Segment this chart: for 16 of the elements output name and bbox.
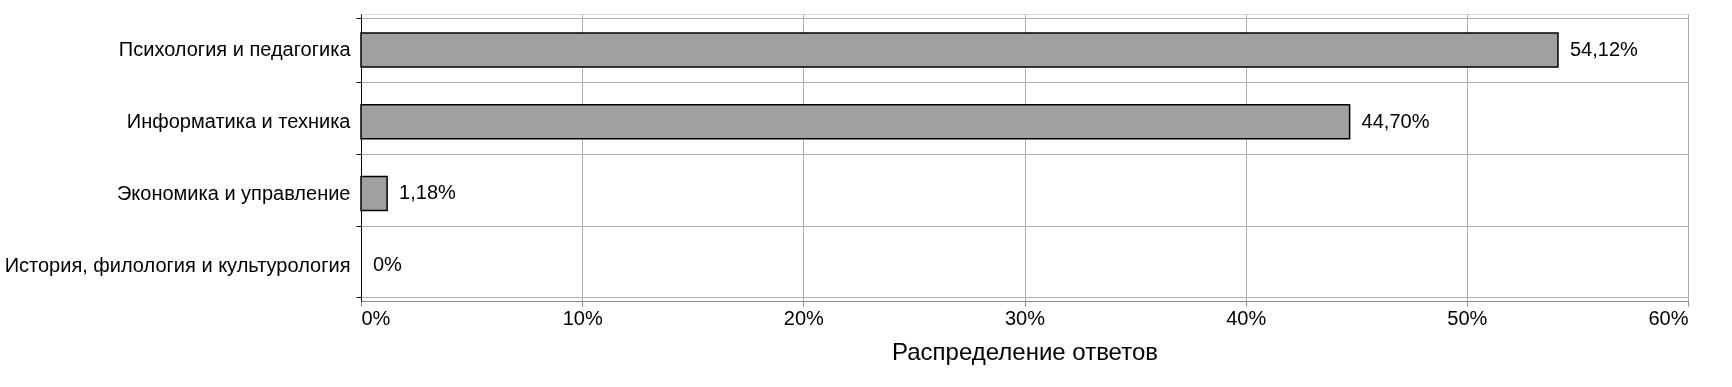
y-tick-label: Информатика и техника xyxy=(126,110,352,133)
y-tick-label: Экономика и управление xyxy=(116,181,351,204)
x-tick-label: 0% xyxy=(361,306,391,329)
x-tick-label: 20% xyxy=(783,306,825,329)
x-tick-label: 30% xyxy=(1004,306,1046,329)
x-tick-label: 50% xyxy=(1447,306,1488,329)
data-label: 54,12% xyxy=(1569,37,1638,60)
x-tick-label: 10% xyxy=(562,306,603,329)
data-label: 1,18% xyxy=(399,181,457,204)
y-tick-label: История, филология и культурология xyxy=(4,253,351,276)
data-label: 0% xyxy=(373,253,403,276)
data-label: 44,70% xyxy=(1361,109,1430,132)
x-tick-label: 40% xyxy=(1226,306,1267,329)
x-axis-title: Распределение ответов xyxy=(892,337,1158,365)
y-tick-label: Психология и педагогика xyxy=(118,38,352,61)
x-tick-label: 60% xyxy=(1648,306,1689,329)
